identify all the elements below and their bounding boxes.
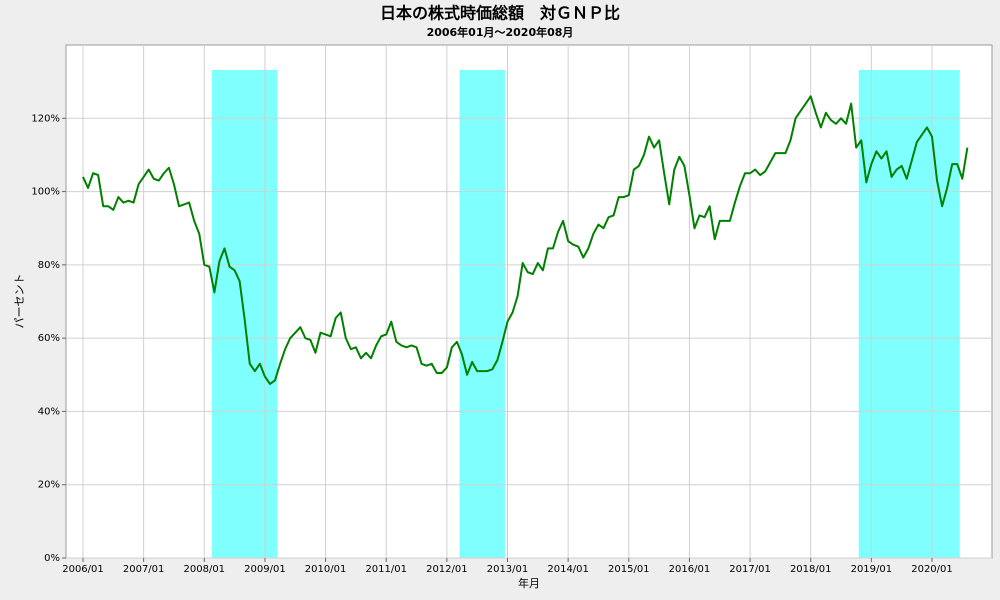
x-tick-label: 2018/01	[790, 564, 832, 575]
x-tick-label: 2020/01	[911, 564, 953, 575]
line-layer	[82, 95, 969, 385]
y-tick-label: 20%	[38, 480, 60, 491]
chart-subtitle: 2006年01月～2020年08月	[427, 25, 574, 39]
x-tick-label: 2012/01	[426, 564, 468, 575]
x-tick-label: 2014/01	[547, 564, 589, 575]
chart-title: 日本の株式時価総額 対ＧＮＰ比	[380, 4, 620, 23]
y-tick-label: 0%	[44, 553, 60, 564]
x-tick-label: 2009/01	[244, 564, 286, 575]
y-tick-label: 100%	[31, 187, 60, 198]
x-tick-label: 2015/01	[608, 564, 650, 575]
x-tick-label: 2016/01	[669, 564, 711, 575]
y-axis-label: パーセント	[13, 274, 26, 329]
x-tick-label: 2013/01	[487, 564, 529, 575]
y-tick-label: 80%	[38, 260, 60, 271]
grid-layer: 0% 20% 40% 60% 80% 100% 120% 2006/01 2007/01 2008…	[31, 45, 992, 575]
x-tick-label: 2019/01	[851, 564, 893, 575]
y-tick-label: 60%	[38, 333, 60, 344]
data-line	[82, 95, 969, 385]
x-tick-label: 2011/01	[365, 564, 407, 575]
x-tick-label: 2008/01	[184, 564, 226, 575]
x-tick-label: 2006/01	[62, 564, 104, 575]
shaded-period	[459, 70, 505, 558]
y-tick-label: 120%	[31, 113, 60, 124]
x-tick-label: 2017/01	[729, 564, 771, 575]
y-tick-label: 40%	[38, 406, 60, 417]
x-tick-label: 2010/01	[305, 564, 347, 575]
x-tick-label: 2007/01	[123, 564, 165, 575]
x-axis-label: 年月	[518, 576, 540, 590]
